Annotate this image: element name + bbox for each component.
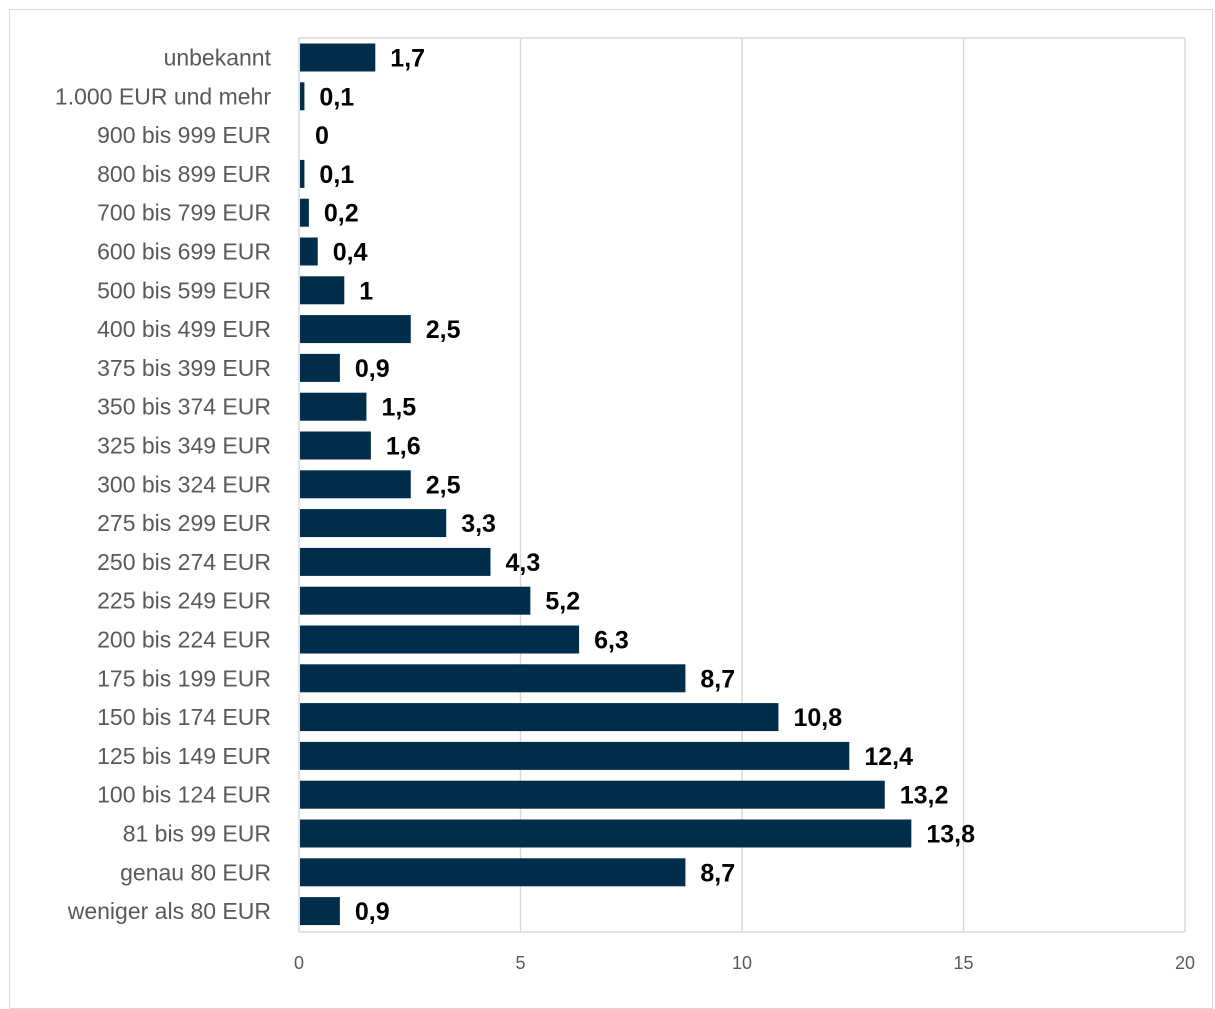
category-label: 250 bis 274 EUR — [97, 549, 271, 575]
data-label: 0,1 — [319, 161, 354, 189]
data-label: 0,4 — [333, 239, 368, 267]
x-tick-label: 15 — [953, 953, 973, 973]
x-tick-label: 5 — [515, 953, 525, 973]
data-label: 8,7 — [700, 665, 735, 693]
category-label: 700 bis 799 EUR — [97, 200, 271, 226]
bar — [300, 43, 376, 72]
category-label: 300 bis 324 EUR — [97, 471, 271, 497]
bar — [300, 897, 340, 926]
category-label: 200 bis 224 EUR — [97, 627, 271, 653]
bar — [300, 780, 885, 809]
bar — [300, 703, 779, 732]
bar — [300, 237, 318, 266]
data-label: 6,3 — [594, 627, 629, 655]
data-label: 0,2 — [324, 200, 359, 228]
bar — [300, 819, 912, 848]
bar — [300, 353, 340, 382]
data-label: 13,8 — [926, 821, 975, 849]
category-label: 81 bis 99 EUR — [123, 821, 271, 847]
category-label: weniger als 80 EUR — [67, 898, 271, 924]
x-tick-label: 10 — [732, 953, 752, 973]
x-tick-label: 0 — [294, 953, 304, 973]
data-label: 0,9 — [355, 355, 390, 383]
data-label: 3,3 — [461, 510, 496, 538]
bar — [300, 392, 367, 421]
bar — [300, 741, 850, 770]
category-label: 225 bis 249 EUR — [97, 588, 271, 614]
x-tick-label: 20 — [1175, 953, 1195, 973]
category-label: 275 bis 299 EUR — [97, 510, 271, 536]
data-label: 0,1 — [319, 83, 354, 111]
bar — [300, 315, 411, 344]
data-label: 0 — [315, 122, 329, 150]
category-label: 800 bis 899 EUR — [97, 161, 271, 187]
category-label: 325 bis 349 EUR — [97, 433, 271, 459]
category-label: 500 bis 599 EUR — [97, 277, 271, 303]
data-label: 1,5 — [381, 394, 416, 422]
data-label: 2,5 — [426, 316, 461, 344]
bar — [300, 431, 371, 460]
category-label: 375 bis 399 EUR — [97, 355, 271, 381]
data-label: 12,4 — [864, 743, 913, 771]
category-label: 600 bis 699 EUR — [97, 239, 271, 265]
data-label: 1 — [359, 277, 373, 305]
bar — [300, 664, 686, 693]
data-label: 4,3 — [505, 549, 540, 577]
data-label: 2,5 — [426, 471, 461, 499]
bar — [300, 159, 305, 188]
category-label: 900 bis 999 EUR — [97, 122, 271, 148]
category-label: genau 80 EUR — [120, 859, 271, 885]
data-label: 1,6 — [386, 433, 421, 461]
data-label: 8,7 — [700, 859, 735, 887]
bar — [300, 198, 309, 227]
bar — [300, 509, 447, 538]
data-label: 0,9 — [355, 898, 390, 926]
bar — [300, 625, 580, 654]
bar — [300, 547, 491, 576]
category-label: 175 bis 199 EUR — [97, 665, 271, 691]
category-label: 1.000 EUR und mehr — [55, 83, 271, 109]
bar — [300, 82, 305, 111]
bar — [300, 470, 411, 499]
category-label: 350 bis 374 EUR — [97, 394, 271, 420]
bar — [300, 276, 345, 305]
bar — [300, 858, 686, 887]
data-label: 5,2 — [545, 588, 580, 616]
data-label: 10,8 — [793, 704, 842, 732]
category-label: 100 bis 124 EUR — [97, 782, 271, 808]
data-label: 1,7 — [390, 45, 425, 73]
category-label: 125 bis 149 EUR — [97, 743, 271, 769]
category-label: unbekannt — [164, 45, 272, 71]
bar — [300, 586, 531, 615]
category-label: 400 bis 499 EUR — [97, 316, 271, 342]
data-label: 13,2 — [900, 782, 949, 810]
category-label: 150 bis 174 EUR — [97, 704, 271, 730]
